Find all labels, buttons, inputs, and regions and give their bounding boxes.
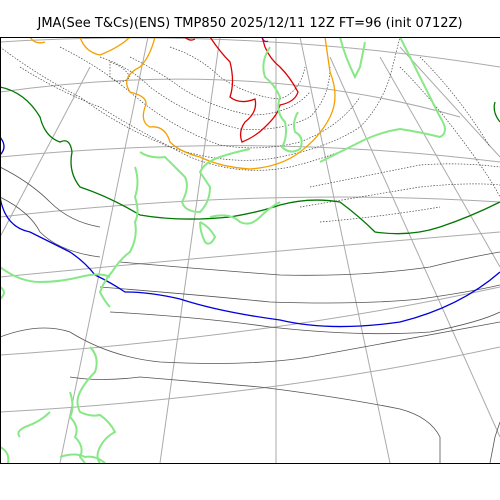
latitude-line [0, 145, 500, 163]
longitude-line [329, 56, 500, 438]
longitude-line [399, 46, 500, 158]
longitude-line [59, 37, 149, 463]
longitude-line [379, 56, 500, 268]
latitude-line [0, 196, 500, 218]
latitude-line [0, 286, 500, 356]
isotherm-orange [29, 37, 336, 170]
latitude-line [0, 78, 461, 118]
latitude-line [0, 346, 500, 413]
latitude-line [0, 231, 500, 278]
latitude-line [0, 37, 500, 68]
isotherm-blue [0, 136, 500, 328]
isotherm-green [0, 86, 500, 235]
isotherm-red [184, 37, 299, 143]
coastline [0, 37, 446, 463]
graticule [0, 37, 500, 463]
longitude-line [299, 37, 391, 463]
isotherms-solid [0, 166, 500, 463]
map-canvas [0, 37, 500, 463]
map-title: JMA(See T&Cs)(ENS) TMP850 2025/12/11 12Z… [37, 16, 463, 31]
isotherms-dotted [0, 37, 500, 223]
weather-map [0, 37, 500, 463]
longitude-line [0, 66, 91, 238]
longitude-line [159, 37, 221, 463]
